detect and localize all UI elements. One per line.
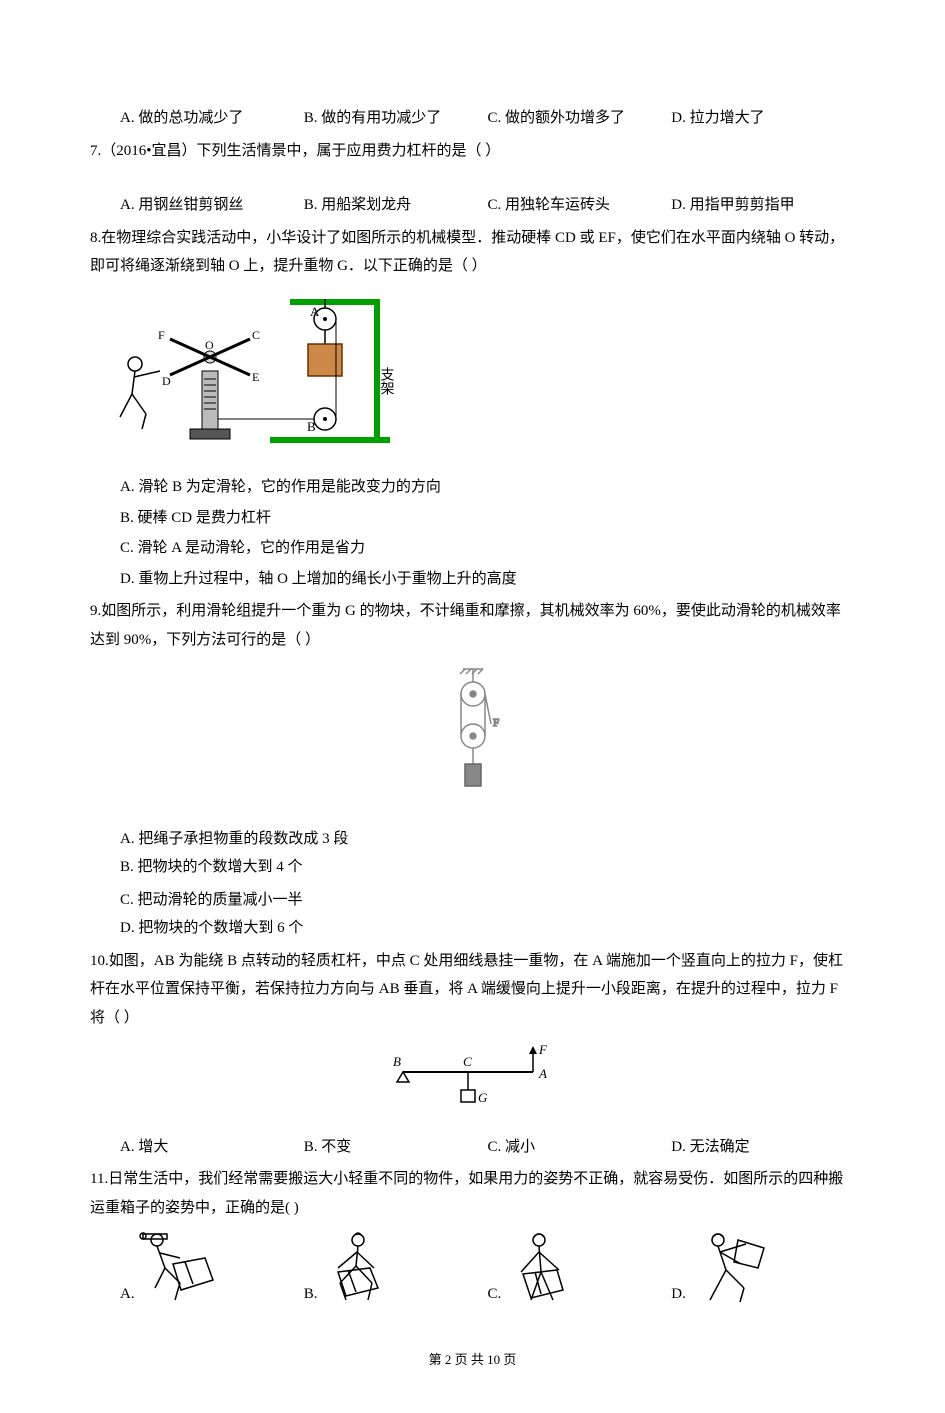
q10-stem: 10.如图，AB 为能绕 B 点转动的轻质杠杆，中点 C 处用细线悬挂一重物，在…	[90, 947, 855, 1033]
q8-option-c: C. 滑轮 A 是动滑轮，它的作用是省力	[120, 534, 855, 563]
q7-option-c: C. 用独轮车运砖头	[488, 191, 662, 220]
svg-text:F: F	[158, 328, 165, 342]
q9-stem: 9.如图所示，利用滑轮组提升一个重为 G 的物块，不计绳重和摩擦，其机械效率为 …	[90, 597, 855, 654]
q11-fig-a: A.	[120, 1228, 304, 1308]
q11-fig-b: B.	[304, 1228, 488, 1308]
svg-text:B: B	[393, 1054, 401, 1069]
q9-options-2: C. 把动滑轮的质量减小一半 D. 把物块的个数增大到 6 个	[120, 886, 855, 943]
svg-text:D: D	[162, 374, 171, 388]
q9-figure: F	[90, 664, 855, 815]
q8-option-d: D. 重物上升过程中，轴 O 上增加的绳长小于重物上升的高度	[120, 565, 855, 594]
q11-figures: A. B.	[120, 1228, 855, 1308]
q11-stem: 11.日常生活中，我们经常需要搬运大小轻重不同的物件，如果用力的姿势不正确，就容…	[90, 1165, 855, 1222]
svg-text:A: A	[310, 304, 320, 319]
q11-label-b: B.	[304, 1280, 318, 1309]
q10-option-d: D. 无法确定	[671, 1133, 845, 1162]
page-content: A. 做的总功减少了 B. 做的有用功减少了 C. 做的额外功增多了 D. 拉力…	[0, 0, 945, 1413]
q8-figure: A B O C E D	[90, 289, 855, 470]
q10-figure: B C G F A	[90, 1042, 855, 1123]
svg-text:A: A	[538, 1066, 547, 1081]
q6-option-d: D. 拉力增大了	[671, 104, 845, 133]
q9-option-a: A. 把绳子承担物重的段数改成 3 段	[120, 825, 473, 854]
q8-stem: 8.在物理综合实践活动中，小华设计了如图所示的机械模型．推动硬棒 CD 或 EF…	[90, 224, 855, 281]
svg-text:B: B	[307, 419, 316, 434]
svg-text:F: F	[538, 1042, 548, 1057]
q10-option-c: C. 减小	[488, 1133, 662, 1162]
svg-text:E: E	[252, 370, 259, 384]
svg-text:F: F	[493, 717, 499, 729]
q7-option-d: D. 用指甲剪剪指甲	[671, 191, 845, 220]
svg-text:C: C	[252, 328, 260, 342]
svg-text:C: C	[463, 1054, 472, 1069]
q8-option-a: A. 滑轮 B 为定滑轮，它的作用是能改变力的方向	[120, 473, 855, 502]
q10-option-a: A. 增大	[120, 1133, 294, 1162]
q7-stem: 7.（2016•宜昌）下列生活情景中，属于应用费力杠杆的是（ ）	[90, 137, 855, 166]
q11-fig-d: D.	[671, 1228, 855, 1308]
q10-options: A. 增大 B. 不变 C. 减小 D. 无法确定	[120, 1133, 855, 1162]
svg-text:支架: 支架	[379, 367, 395, 395]
q9-option-b: B. 把物块的个数增大到 4 个	[120, 853, 473, 882]
q9-option-d: D. 把物块的个数增大到 6 个	[120, 914, 473, 943]
page-footer: 第 2 页 共 10 页	[90, 1348, 855, 1373]
q11-label-a: A.	[120, 1280, 135, 1309]
q7-options: A. 用钢丝钳剪钢丝 B. 用船桨划龙舟 C. 用独轮车运砖头 D. 用指甲剪剪…	[120, 191, 855, 220]
q6-option-b: B. 做的有用功减少了	[304, 104, 478, 133]
q9-options-1: A. 把绳子承担物重的段数改成 3 段 B. 把物块的个数增大到 4 个	[120, 825, 855, 882]
q10-option-b: B. 不变	[304, 1133, 478, 1162]
svg-text:O: O	[205, 338, 214, 352]
q11-label-c: C.	[488, 1280, 502, 1309]
q9-option-c: C. 把动滑轮的质量减小一半	[120, 886, 473, 915]
q11-fig-c: C.	[488, 1228, 672, 1308]
svg-text:G: G	[478, 1090, 488, 1105]
q11-label-d: D.	[671, 1280, 686, 1309]
q7-option-a: A. 用钢丝钳剪钢丝	[120, 191, 294, 220]
q6-option-c: C. 做的额外功增多了	[488, 104, 662, 133]
q7-option-b: B. 用船桨划龙舟	[304, 191, 478, 220]
q6-options: A. 做的总功减少了 B. 做的有用功减少了 C. 做的额外功增多了 D. 拉力…	[120, 104, 855, 133]
q6-option-a: A. 做的总功减少了	[120, 104, 294, 133]
q8-option-b: B. 硬棒 CD 是费力杠杆	[120, 504, 855, 533]
